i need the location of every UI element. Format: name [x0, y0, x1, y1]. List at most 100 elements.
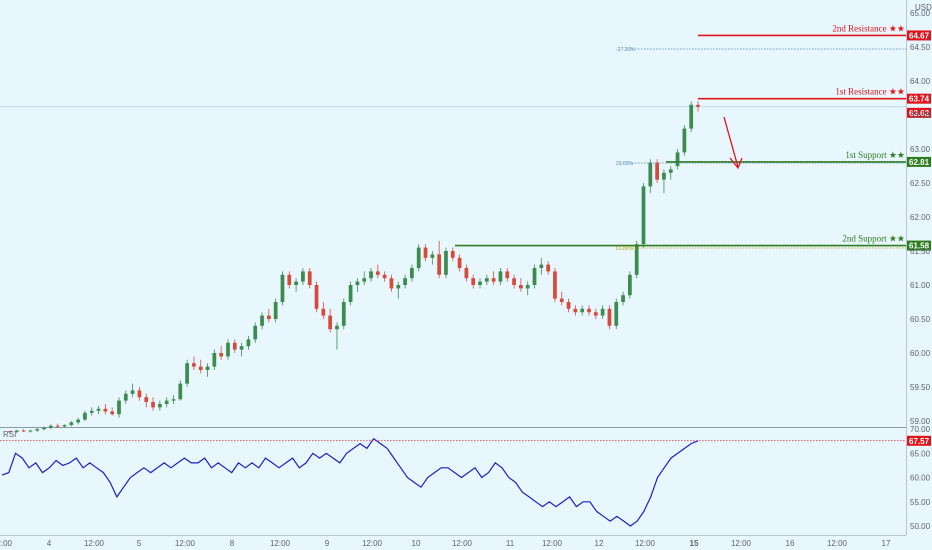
candle-body [35, 429, 40, 431]
candle-body [505, 271, 510, 279]
candle-body [301, 271, 305, 282]
candle-body [307, 271, 312, 285]
2nd-resistance-label: 2nd Resistance ★★ [832, 23, 905, 33]
price-tick-label: 59.00 [910, 417, 931, 426]
candle-body [396, 285, 401, 289]
candle-body [553, 271, 557, 299]
time-tick-label: 12:00 [827, 539, 848, 548]
time-tick-label: 10 [412, 539, 421, 548]
candle-body [457, 257, 462, 268]
last-price-text: 63.62 [909, 109, 930, 118]
time-tick-label: 12:00 [362, 539, 383, 548]
candle-body [69, 422, 74, 426]
candle-body [410, 268, 414, 279]
candle-body [48, 425, 53, 428]
candle-body [498, 271, 503, 282]
candle-body [341, 302, 346, 326]
candle-body [185, 363, 189, 384]
candle-body [137, 390, 142, 398]
candle-body [253, 325, 258, 340]
time-tick-label: 11 [506, 539, 515, 548]
rsi-last-text: 67.57 [909, 437, 930, 446]
1st-resistance-label: 1st Resistance ★★ [835, 87, 905, 97]
candle-body [444, 251, 448, 275]
time-tick-label: 12:00 [84, 539, 105, 548]
candle-body [273, 302, 278, 319]
1st-support-price-badge [907, 156, 931, 167]
candle-body [648, 162, 653, 187]
price-tick-label: 63.50 [910, 111, 931, 120]
candle-body [546, 264, 551, 272]
time-tick-label: 4 [47, 539, 52, 548]
2nd-support-fib-label: 61.80% [616, 246, 634, 252]
candle-body [668, 169, 673, 173]
candle-body [355, 281, 360, 285]
candle-body [587, 308, 591, 313]
candle-body [266, 315, 271, 319]
candle-body [232, 342, 237, 350]
price-tick-label: 59.50 [910, 383, 931, 392]
candle-body [96, 408, 101, 411]
time-tick-label: 8 [230, 539, 235, 548]
candle-body [689, 104, 694, 129]
candle-body [403, 278, 407, 285]
time-tick-label: 12:00 [542, 539, 563, 548]
candle-body [682, 128, 687, 153]
rsi-tick-label: 70.00 [910, 425, 931, 434]
price-tick-label: 61.00 [910, 281, 931, 290]
arrow-shaft [723, 116, 739, 168]
candle-body [151, 401, 155, 408]
candle-body [539, 264, 544, 268]
candle-body [42, 427, 46, 430]
candle-body [14, 430, 19, 432]
rsi-last-badge [907, 435, 931, 446]
candle-body [382, 274, 387, 279]
rsi-tick-label: 50.00 [910, 522, 931, 531]
candle-body [246, 339, 251, 347]
candle-body [655, 162, 660, 180]
candle-body [593, 312, 598, 316]
candle-body [464, 268, 469, 279]
candle-body [226, 342, 230, 357]
candle-body [696, 104, 700, 107]
candle-body [416, 247, 421, 268]
arrow-head [729, 157, 743, 170]
candle-body [478, 281, 482, 285]
candle-body [219, 353, 224, 357]
candle-body [628, 274, 632, 296]
candle-body [519, 285, 523, 289]
time-tick-label: 16 [786, 539, 795, 548]
candle-body [328, 315, 333, 330]
price-tick-label: 64.00 [910, 77, 931, 86]
candle-body [144, 397, 149, 402]
candle-body [362, 278, 367, 282]
candle-body [437, 254, 442, 275]
candle-body [389, 278, 394, 289]
candle-body [83, 412, 87, 420]
candle-body [62, 425, 67, 427]
candle-body [103, 408, 108, 412]
candle-body [198, 366, 203, 370]
candle-body [423, 247, 428, 258]
1st-resistance-price-text: 63.74 [909, 95, 930, 104]
time-tick-label: 12:00 [0, 539, 13, 548]
candle-body [28, 430, 33, 432]
price-tick-label: 62.50 [910, 179, 931, 188]
candle-body [280, 274, 285, 302]
candle-body [375, 271, 380, 275]
candle-body [450, 251, 455, 258]
candle-body [192, 363, 196, 367]
candle-body [532, 268, 537, 285]
price-tick-label: 65.00 [910, 9, 931, 18]
2nd-resistance-price-text: 64.67 [909, 31, 930, 40]
candle-body [157, 404, 162, 408]
time-tick-label: 5 [137, 539, 142, 548]
candle-body [164, 400, 169, 404]
candle-body [178, 383, 183, 400]
candle-body [205, 366, 210, 370]
candle-body [484, 278, 489, 282]
time-tick-label: 17 [882, 539, 891, 548]
last-price-badge [907, 107, 931, 118]
